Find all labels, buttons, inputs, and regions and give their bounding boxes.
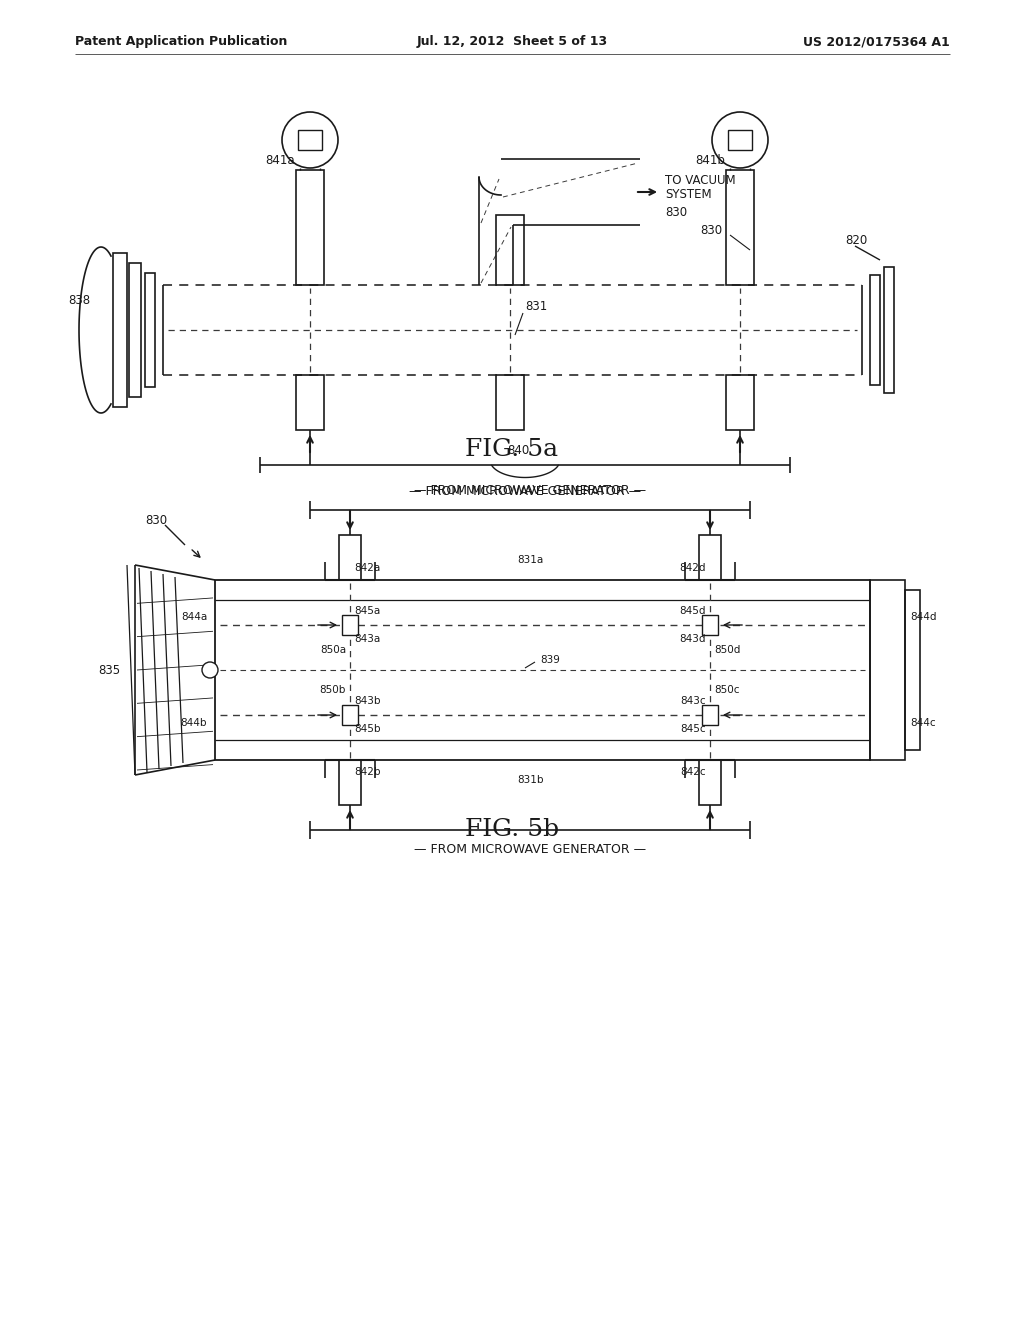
Bar [905, 590, 920, 750]
Bar [298, 129, 322, 150]
Bar [129, 263, 141, 397]
Bar [339, 535, 361, 579]
Text: 839: 839 [540, 655, 560, 665]
Text: 845c: 845c [680, 723, 706, 734]
Text: 843d: 843d [680, 634, 706, 644]
Text: 842d: 842d [680, 564, 706, 573]
Text: 850d: 850d [714, 645, 740, 655]
Bar [296, 375, 324, 430]
Text: FIG. 5b: FIG. 5b [465, 818, 559, 842]
Text: Patent Application Publication: Patent Application Publication [75, 36, 288, 49]
Bar [728, 129, 752, 150]
Text: 831b: 831b [517, 775, 544, 785]
Text: 830: 830 [700, 223, 722, 236]
Circle shape [202, 663, 218, 678]
Text: 844b: 844b [180, 718, 207, 729]
Text: 831a: 831a [517, 554, 543, 565]
Text: 842a: 842a [354, 564, 380, 573]
Text: 843a: 843a [354, 634, 380, 644]
Text: — FROM MICROWAVE GENERATOR —: — FROM MICROWAVE GENERATOR — [414, 843, 646, 855]
Bar [215, 579, 870, 760]
Bar [870, 275, 880, 385]
Text: 843c: 843c [680, 696, 706, 706]
Bar [145, 273, 155, 387]
Text: 845a: 845a [354, 606, 380, 616]
Text: FIG. 5a: FIG. 5a [466, 438, 558, 462]
Text: 830: 830 [665, 206, 687, 219]
Text: 841a: 841a [265, 153, 295, 166]
Text: 850c: 850c [714, 685, 739, 696]
Text: 850b: 850b [319, 685, 346, 696]
Bar [870, 579, 905, 760]
Bar [496, 215, 524, 285]
Text: Jul. 12, 2012  Sheet 5 of 13: Jul. 12, 2012 Sheet 5 of 13 [417, 36, 607, 49]
Bar [342, 615, 358, 635]
Text: 841b: 841b [695, 153, 725, 166]
Bar [726, 170, 754, 285]
Text: 850a: 850a [319, 645, 346, 655]
Bar [296, 170, 324, 285]
Text: 842c: 842c [680, 767, 706, 777]
Bar [699, 760, 721, 805]
Bar [702, 615, 718, 635]
Bar [726, 375, 754, 430]
Text: 831: 831 [525, 301, 547, 314]
Text: 820: 820 [845, 234, 867, 247]
Text: TO VACUUM: TO VACUUM [665, 173, 735, 186]
Text: SYSTEM: SYSTEM [665, 189, 712, 202]
Bar [113, 253, 127, 407]
Text: 845d: 845d [680, 606, 706, 616]
Bar [884, 267, 894, 393]
Bar [496, 375, 524, 430]
Text: 840: 840 [507, 444, 529, 457]
Text: US 2012/0175364 A1: US 2012/0175364 A1 [803, 36, 950, 49]
Bar [699, 535, 721, 579]
Text: 845b: 845b [354, 723, 381, 734]
Text: — FROM MICROWAVE GENERATOR —: — FROM MICROWAVE GENERATOR — [414, 484, 646, 498]
Text: 844d: 844d [910, 612, 937, 622]
Bar [339, 760, 361, 805]
Text: — FROM MICROWAVE GENERATOR —: — FROM MICROWAVE GENERATOR — [409, 484, 641, 498]
Bar [702, 705, 718, 725]
Text: 842b: 842b [354, 767, 381, 777]
Text: 844a: 844a [181, 612, 207, 622]
Text: 844c: 844c [910, 718, 936, 729]
Text: 830: 830 [145, 513, 167, 527]
Text: 838: 838 [68, 293, 90, 306]
Bar [342, 705, 358, 725]
Text: 835: 835 [98, 664, 120, 676]
Text: 843b: 843b [354, 696, 381, 706]
